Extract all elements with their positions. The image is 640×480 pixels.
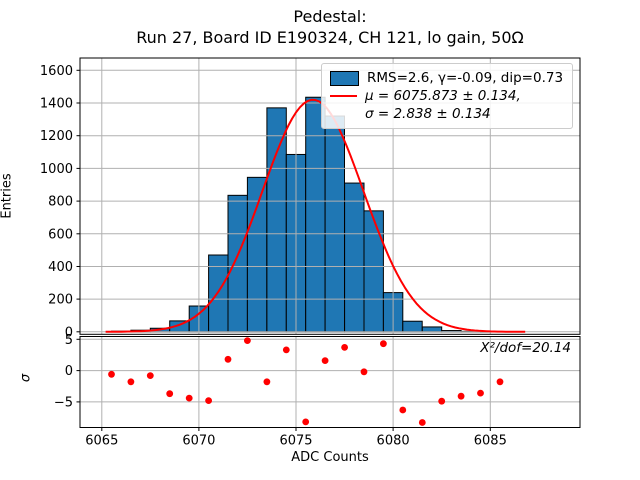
chart-title: Pedestal: Run 27, Board ID E190324, CH 1…	[80, 6, 580, 48]
residual-point	[321, 357, 329, 364]
chart-title-line1: Pedestal:	[293, 7, 367, 26]
histogram-bar	[266, 107, 287, 333]
histogram-bar	[227, 194, 248, 333]
histogram-bar	[421, 326, 443, 333]
histogram-bar	[344, 182, 365, 333]
residual-point	[205, 397, 213, 404]
tick-label: 200	[48, 293, 73, 308]
residual-point	[341, 344, 348, 351]
fit-line-swatch-icon	[330, 95, 357, 97]
histogram-bar	[305, 96, 326, 333]
residual-point	[360, 368, 368, 376]
tick-marks	[76, 69, 491, 431]
histogram-bar	[402, 320, 423, 333]
residual-point	[496, 378, 504, 386]
residual-point	[282, 346, 290, 354]
tick-label: 600	[48, 227, 73, 242]
tick-label: 6085	[474, 434, 507, 449]
tick-label: 800	[48, 195, 73, 210]
residual-point	[244, 337, 251, 344]
tick-label: −5	[54, 395, 73, 410]
legend-entry-fit-sigma: σ = 2.838 ± 0.134	[330, 105, 564, 123]
gaussian-fit-curve	[105, 98, 526, 333]
chart-title-line2: Run 27, Board ID E190324, CH 121, lo gai…	[136, 28, 524, 47]
residual-point	[438, 397, 446, 405]
histogram-bars	[111, 96, 501, 333]
tick-label: 6070	[182, 434, 215, 449]
residual-point	[166, 390, 174, 398]
residual-point	[127, 378, 135, 386]
residual-point	[108, 370, 115, 378]
legend-box: RMS=2.6, γ=-0.09, dip=0.73 μ = 6075.873 …	[321, 63, 573, 129]
tick-label: 400	[48, 260, 73, 275]
tick-label: 1400	[40, 96, 73, 111]
tick-label: 6080	[377, 434, 410, 449]
residual-points	[108, 337, 504, 426]
chi2-annotation: X²/dof=20.14	[480, 340, 571, 356]
residual-point	[302, 418, 310, 426]
histogram-bar	[363, 210, 384, 333]
axes-spines	[79, 57, 581, 428]
residual-point	[399, 406, 407, 414]
residual-point	[477, 389, 484, 397]
residual-point	[380, 340, 387, 348]
legend-fit-mu-label: μ = 6075.873 ± 0.134,	[365, 88, 521, 104]
legend-entry-histogram: RMS=2.6, γ=-0.09, dip=0.73	[330, 69, 564, 87]
histogram-bar	[246, 176, 268, 333]
tick-label: 1600	[40, 64, 73, 79]
tick-label: 5	[65, 333, 73, 348]
residual-point	[185, 394, 193, 402]
residual-point	[224, 355, 232, 363]
y-axis-label-entries: Entries	[0, 173, 15, 219]
tick-label: 0	[65, 325, 73, 340]
tick-label: 1000	[40, 162, 73, 177]
tick-label: 1200	[40, 129, 73, 144]
legend-entry-fit: μ = 6075.873 ± 0.134,	[330, 87, 564, 105]
legend-histogram-label: RMS=2.6, γ=-0.09, dip=0.73	[367, 70, 564, 86]
x-axis-label: ADC Counts	[291, 450, 369, 465]
residual-point	[457, 392, 465, 400]
residual-point	[418, 419, 426, 426]
y-axis-label-sigma: σ	[18, 373, 34, 383]
residual-point	[146, 372, 154, 379]
residual-point	[263, 378, 271, 386]
legend-fit-sigma-label: σ = 2.838 ± 0.134	[365, 106, 491, 122]
tick-label: 0	[65, 364, 73, 379]
tick-label: 6065	[85, 434, 118, 449]
tick-label: 6075	[279, 434, 312, 449]
histogram-swatch-icon	[330, 70, 359, 86]
